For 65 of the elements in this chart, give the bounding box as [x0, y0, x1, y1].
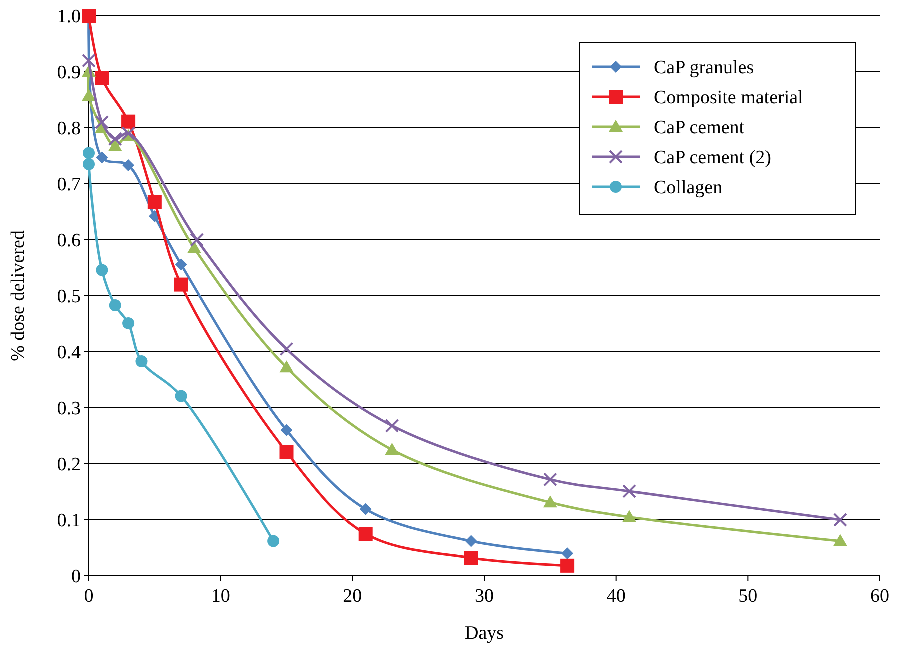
y-tick-label: 0.3	[57, 398, 81, 420]
y-tick-label: 1.0	[57, 6, 81, 28]
point	[622, 484, 637, 498]
point	[83, 158, 95, 170]
y-tick-label: 0.6	[57, 230, 81, 252]
point	[280, 445, 294, 460]
legend-label: CaP granules	[654, 58, 754, 79]
point	[82, 89, 96, 102]
point	[175, 390, 188, 402]
point	[96, 264, 108, 276]
point	[96, 152, 108, 164]
x-tick-label: 30	[475, 586, 494, 607]
point	[109, 300, 122, 312]
point	[464, 551, 478, 566]
point	[190, 233, 204, 247]
y-tick-label: 0.7	[57, 174, 81, 196]
x-tick-label: 10	[211, 586, 230, 607]
point	[280, 360, 294, 373]
y-tick-label: 0	[72, 566, 81, 588]
point	[543, 496, 558, 508]
point	[174, 278, 188, 292]
y-tick-label: 0.2	[57, 454, 81, 476]
legend-label: Composite material	[654, 88, 804, 109]
point	[833, 513, 848, 527]
point	[95, 71, 110, 86]
x-tick-label: 60	[870, 586, 890, 607]
y-tick-label: 0.5	[57, 286, 81, 308]
point	[187, 241, 202, 254]
point	[385, 443, 400, 455]
x-tick-label: 40	[606, 586, 626, 607]
legend-label: CaP cement	[654, 118, 746, 139]
point	[82, 54, 96, 68]
point	[136, 356, 148, 368]
point	[465, 535, 478, 548]
point	[175, 258, 188, 271]
point	[543, 472, 558, 487]
y-tick-label: 0.1	[57, 510, 81, 532]
x-tick-label: 50	[738, 586, 758, 607]
y-axis-title: % dose delivered	[8, 230, 29, 362]
legend-label: CaP cement (2)	[654, 148, 772, 169]
point	[280, 342, 294, 356]
point	[83, 147, 95, 160]
y-tick-label: 0.8	[57, 118, 81, 140]
point	[360, 503, 372, 516]
point	[280, 424, 293, 436]
point	[622, 510, 637, 522]
point	[122, 317, 135, 330]
point	[358, 527, 373, 541]
point	[122, 126, 136, 141]
point	[122, 114, 136, 129]
legend-label: Collagen	[654, 178, 724, 199]
point	[385, 418, 400, 433]
point	[122, 160, 135, 172]
x-axis-title: Days	[464, 623, 504, 644]
x-tick-label: 20	[343, 586, 362, 607]
point	[833, 534, 848, 546]
point	[108, 139, 122, 152]
point	[108, 132, 122, 146]
point	[268, 535, 280, 548]
point	[560, 558, 575, 573]
y-tick-label: 0.4	[57, 342, 82, 364]
point	[562, 548, 574, 560]
point	[95, 115, 110, 130]
y-tick-label: 0.9	[57, 62, 81, 84]
point	[148, 195, 162, 210]
